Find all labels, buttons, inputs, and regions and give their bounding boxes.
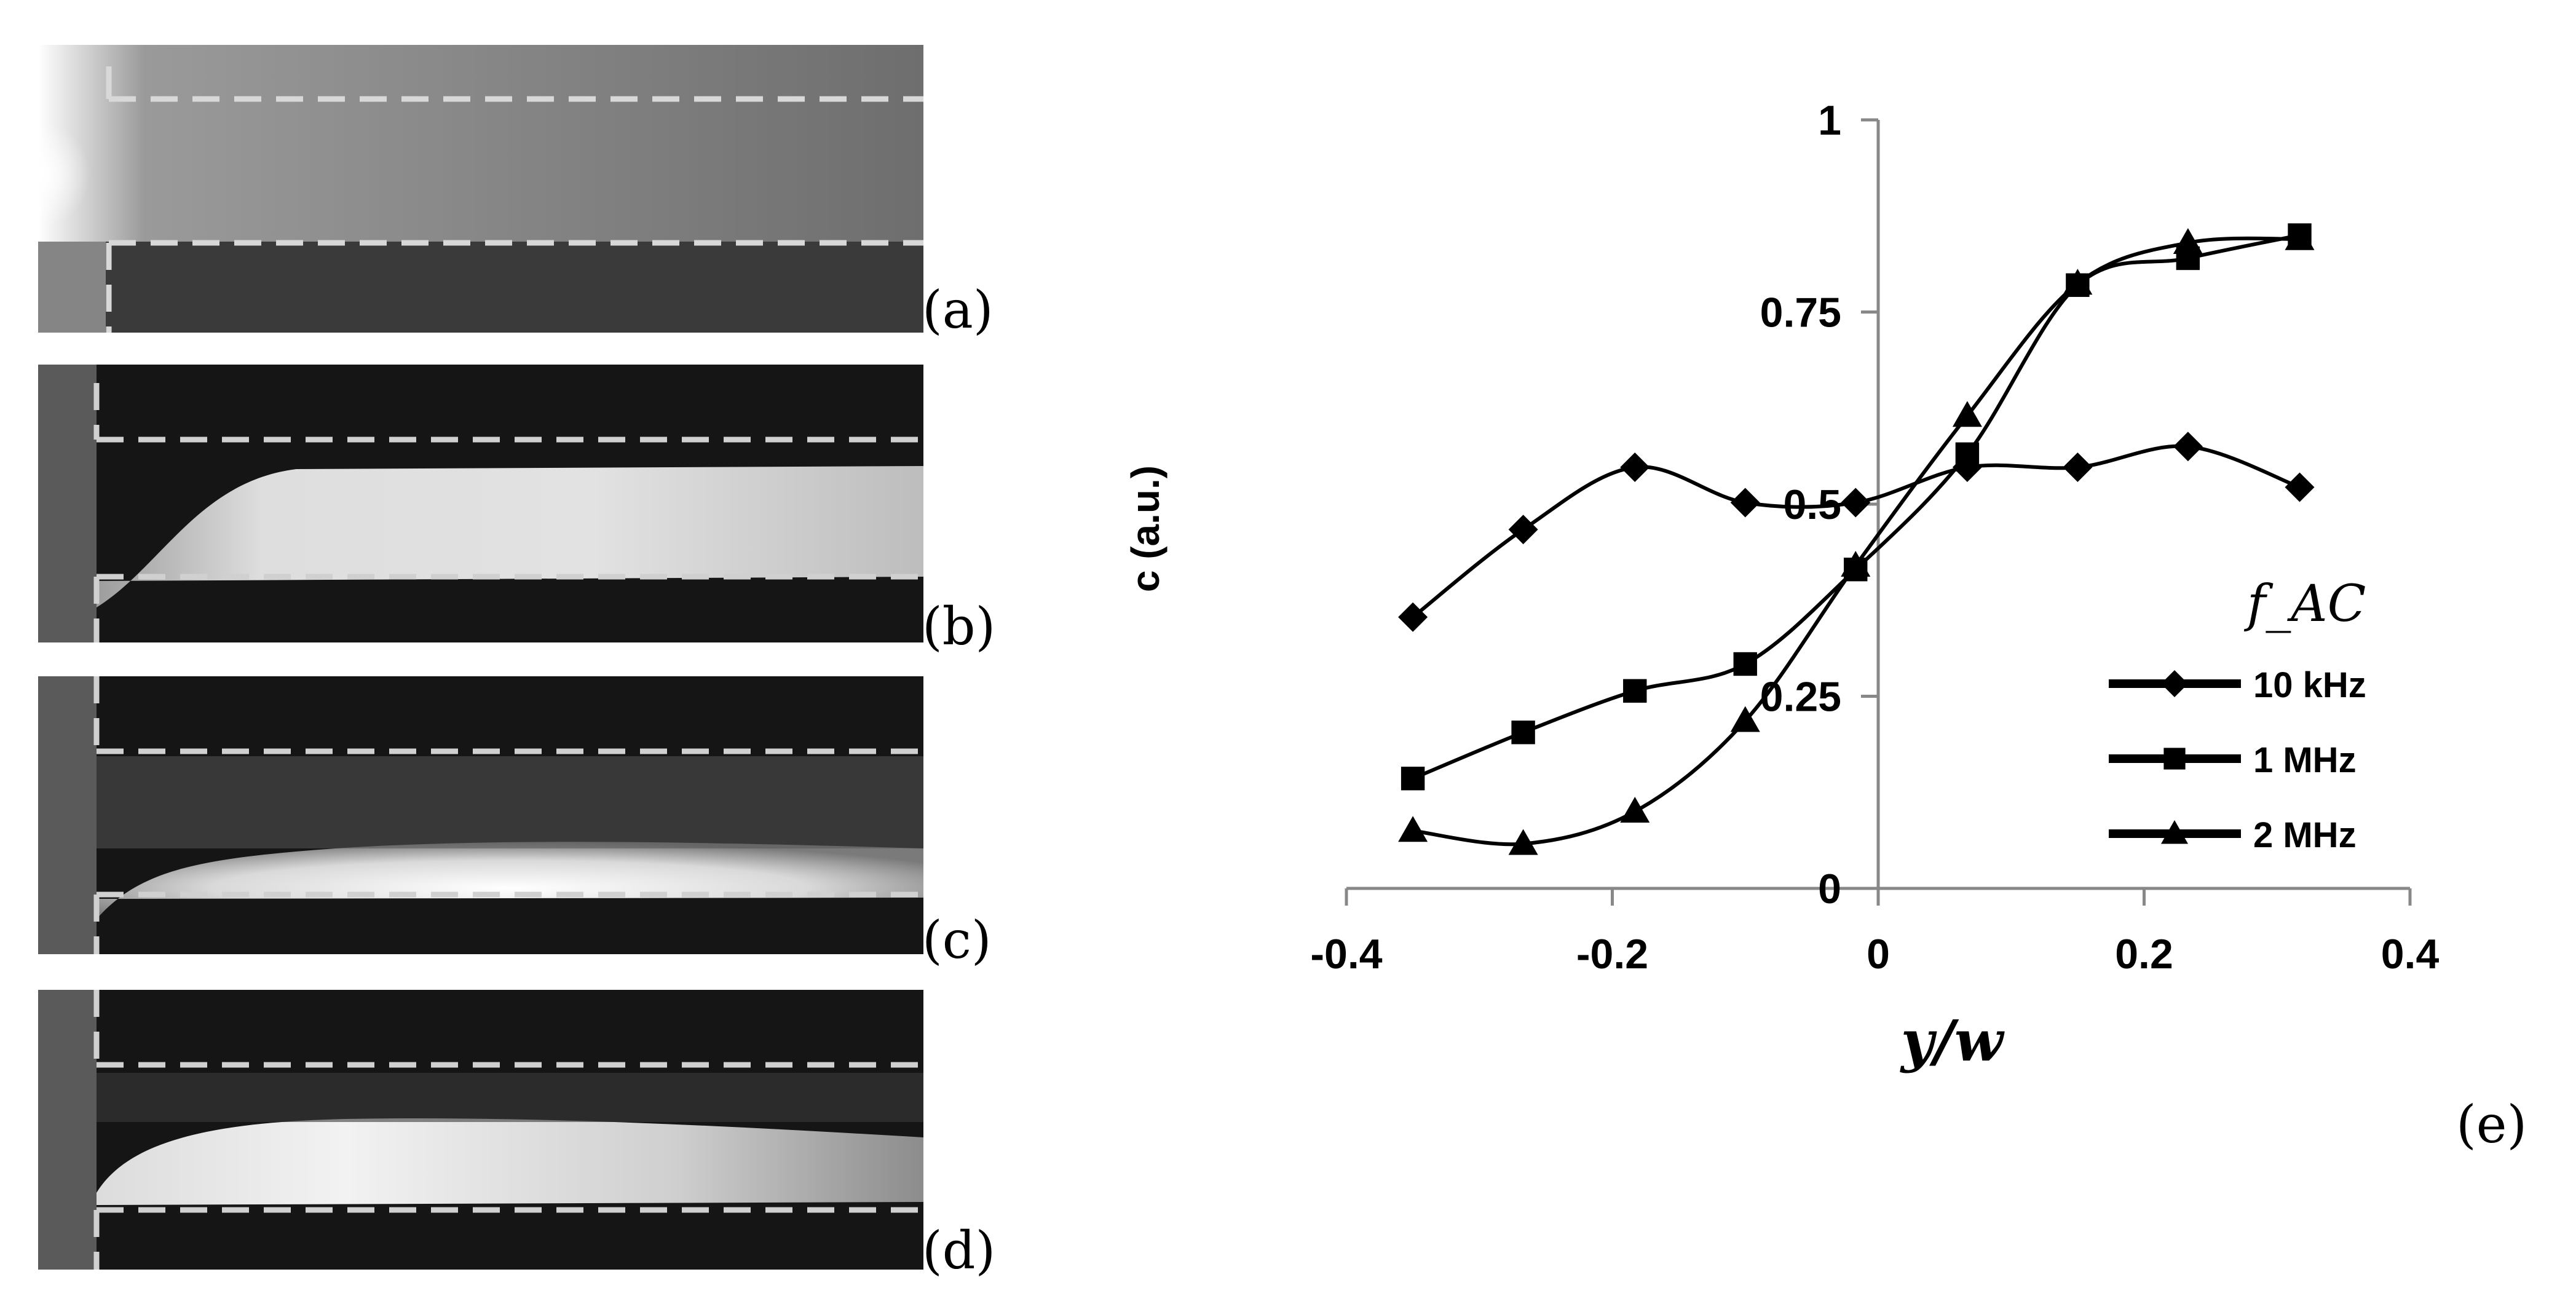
data-point-square (1401, 767, 1425, 791)
concentration-chart: 00.250.50.751-0.4 -0.2 0 0.2 0.4y/wc (a.u.)f… (1123, 97, 2440, 1074)
data-point-diamond (2285, 472, 2315, 502)
data-point-square (1955, 442, 1980, 466)
y-axis-title: c (a.u.) (1123, 465, 1167, 592)
data-point-diamond (2063, 452, 2093, 482)
x-tick-label: -0.2 (1576, 931, 1648, 978)
data-point-triangle (1952, 401, 1982, 427)
data-point-triangle (1620, 797, 1650, 823)
data-point-diamond (2173, 432, 2203, 462)
data-point-triangle (1398, 816, 1428, 842)
data-point-square (1733, 652, 1757, 676)
x-tick-label: -0.4 (1310, 931, 1382, 978)
data-point-diamond (1841, 488, 1871, 518)
chart-area: 0 0.25 0.5 0.75 1 -0.4 -0.2 0 0.2 0.4 y/w c (a.u.) f… (1045, 0, 2570, 1171)
data-point-triangle (1730, 706, 1760, 732)
x-axis-title: y/w (1900, 1008, 2005, 1074)
y-tick-label: 0.25 (1760, 674, 1841, 721)
data-point-triangle (1508, 829, 1538, 855)
panel-label-d: (d) (922, 1220, 996, 1281)
panel-label-b: (b) (922, 596, 996, 657)
series-line-2 (1412, 233, 2301, 781)
x-tick-label: 0.4 (2381, 931, 2440, 978)
legend-label: 10 kHz (2253, 665, 2366, 705)
data-point-triangle (2285, 224, 2315, 250)
legend-marker-triangle (2161, 820, 2188, 844)
legend-label: 1 MHz (2253, 740, 2357, 780)
data-point-diamond (1620, 452, 1650, 482)
y-tick-label: 1 (1818, 97, 1841, 144)
legend-title: f_AC (2243, 575, 2366, 633)
panel-label-e: (e) (2456, 1094, 2527, 1155)
y-tick-label: 0 (1818, 866, 1841, 912)
micrograph-panel-c (38, 676, 923, 954)
legend-marker-square (2163, 748, 2186, 770)
panel-label-c: (c) (922, 910, 992, 970)
micrograph-panel-d (38, 990, 923, 1270)
micrograph-panel-a (38, 45, 923, 333)
legend-marker-diamond (2161, 670, 2188, 697)
data-point-square (1623, 679, 1647, 703)
panel-label-a: (a) (922, 280, 994, 340)
data-point-triangle (2173, 228, 2203, 254)
data-point-triangle (2063, 269, 2093, 295)
micrograph-panel-b (38, 365, 923, 642)
data-point-diamond (1730, 488, 1760, 518)
x-tick-label: 0 (1867, 931, 1890, 978)
data-point-square (1511, 721, 1535, 745)
legend-label: 2 MHz (2253, 815, 2357, 855)
y-tick-label: 0.75 (1760, 290, 1841, 336)
data-point-diamond (1398, 602, 1428, 632)
data-point-triangle (1841, 551, 1871, 577)
data-point-diamond (1508, 515, 1538, 545)
x-tick-label: 0.2 (2115, 931, 2173, 978)
series-line-1 (1412, 444, 2301, 619)
